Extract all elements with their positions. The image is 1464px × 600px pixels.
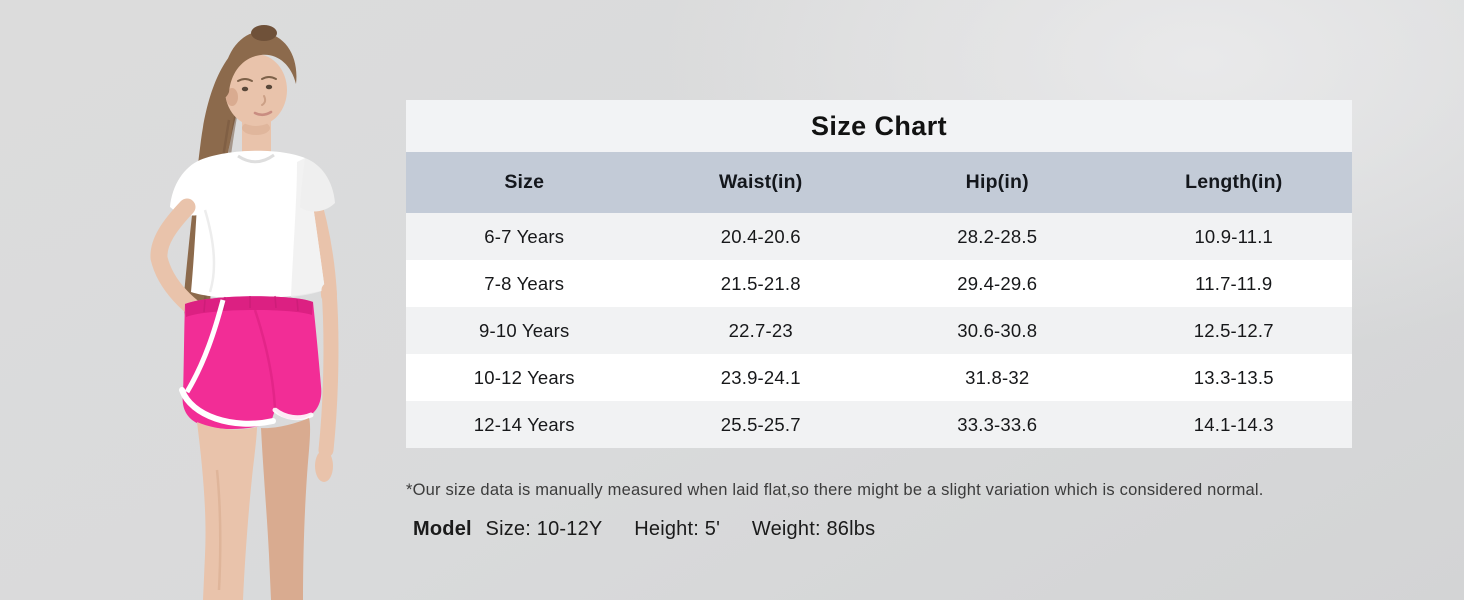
cell-waist: 25.5-25.7 <box>720 413 801 435</box>
model-arm-right-lower <box>315 282 339 482</box>
model-ear <box>226 88 238 106</box>
col-header-size: Size <box>406 152 643 213</box>
model-hair-top <box>223 31 297 99</box>
cell-waist: 21.5-21.8 <box>720 272 801 294</box>
cell-waist: 23.9-24.1 <box>720 366 801 388</box>
measurement-note: *Our size data is manually measured when… <box>406 481 1264 499</box>
cell-waist: 20.4-20.6 <box>720 225 801 247</box>
cell-hip: 33.3-33.6 <box>957 413 1038 435</box>
model-tshirt-sleeve-right <box>300 158 335 212</box>
size-chart-panel: Size Chart Size Waist(in) Hip(in) Length… <box>406 100 1352 448</box>
cell-size: 6-7 Years <box>484 225 565 247</box>
model-info-line: Model Size: 10-12Y Height: 5' Weight: 86… <box>413 518 901 541</box>
cell-hip: 31.8-32 <box>965 366 1030 388</box>
size-chart-title: Size Chart <box>406 100 1352 152</box>
model-leg-front <box>197 422 257 600</box>
model-shorts-stripe <box>184 299 226 394</box>
cell-size: 7-8 Years <box>484 272 565 294</box>
model-leg-back <box>261 418 311 600</box>
cell-length: 12.5-12.7 <box>1193 319 1274 341</box>
col-header-hip: Hip(in) <box>879 152 1116 213</box>
cell-size: 12-14 Years <box>473 413 575 435</box>
table-row: 12-14 Years 25.5-25.7 33.3-33.6 14.1-14.… <box>406 401 1352 448</box>
model-info-lead: Model <box>413 518 472 540</box>
cell-hip: 29.4-29.6 <box>957 272 1038 294</box>
col-header-waist: Waist(in) <box>642 152 879 213</box>
table-row: 7-8 Years 21.5-21.8 29.4-29.6 11.7-11.9 <box>406 260 1352 307</box>
cell-hip: 30.6-30.8 <box>957 319 1038 341</box>
model-legs <box>197 418 311 600</box>
model-tshirt <box>170 150 335 299</box>
cell-size: 9-10 Years <box>479 319 570 341</box>
col-header-length: Length(in) <box>1115 152 1352 213</box>
model-head <box>223 25 297 126</box>
model-info-weight: Weight: 86lbs <box>751 518 876 540</box>
size-chart-table: Size Waist(in) Hip(in) Length(in) 6-7 Ye… <box>406 152 1352 448</box>
model-info-size: Size: 10-12Y <box>485 518 603 540</box>
table-row: 10-12 Years 23.9-24.1 31.8-32 13.3-13.5 <box>406 354 1352 401</box>
cell-length: 10.9-11.1 <box>1194 225 1274 247</box>
table-row: 6-7 Years 20.4-20.6 28.2-28.5 10.9-11.1 <box>406 213 1352 260</box>
model-tshirt-collar <box>237 153 275 164</box>
table-row: 9-10 Years 22.7-23 30.6-30.8 12.5-12.7 <box>406 307 1352 354</box>
cell-hip: 28.2-28.5 <box>957 225 1038 247</box>
table-header-row: Size Waist(in) Hip(in) Length(in) <box>406 152 1352 213</box>
model-shorts-hem-trim <box>179 387 276 427</box>
model-face <box>237 76 277 117</box>
cell-size: 10-12 Years <box>473 366 575 388</box>
cell-length: 13.3-13.5 <box>1193 366 1274 388</box>
model-shorts-waistband <box>185 296 313 317</box>
cell-length: 14.1-14.3 <box>1193 413 1274 435</box>
model-info-height: Height: 5' <box>634 518 721 540</box>
cell-length: 11.7-11.9 <box>1195 272 1273 294</box>
model-photo <box>150 25 339 600</box>
model-shorts <box>179 295 322 430</box>
cell-waist: 22.7-23 <box>728 319 793 341</box>
model-tshirt-sleeve-left <box>170 160 208 216</box>
model-hand-right <box>315 450 333 482</box>
model-hair-bun <box>251 25 277 41</box>
